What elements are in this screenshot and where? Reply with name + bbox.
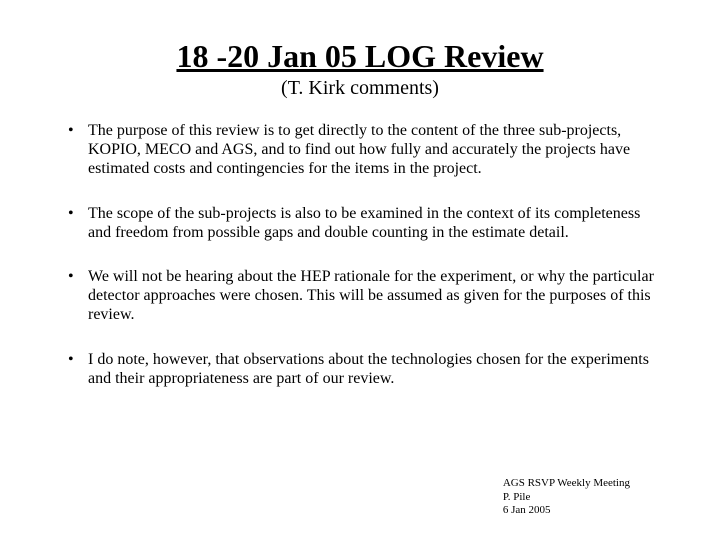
footer-line-2: P. Pile [503,491,630,505]
bullet-item: The purpose of this review is to get dir… [88,122,660,179]
footer: AGS RSVP Weekly Meeting P. Pile 6 Jan 20… [503,477,630,518]
bullet-item: The scope of the sub-projects is also to… [88,205,660,243]
bullet-item: We will not be hearing about the HEP rat… [88,268,660,325]
slide-subtitle: (T. Kirk comments) [60,77,660,100]
bullet-item: I do note, however, that observations ab… [88,351,660,389]
footer-line-3: 6 Jan 2005 [503,504,630,518]
slide: 18 -20 Jan 05 LOG Review (T. Kirk commen… [0,0,720,540]
slide-title: 18 -20 Jan 05 LOG Review [60,38,660,75]
footer-line-1: AGS RSVP Weekly Meeting [503,477,630,491]
bullet-list: The purpose of this review is to get dir… [60,122,660,389]
